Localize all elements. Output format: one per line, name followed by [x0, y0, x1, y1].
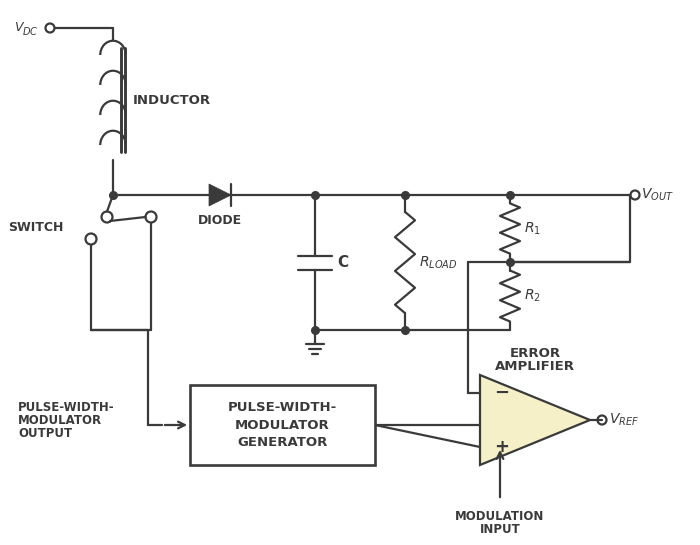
Text: INPUT: INPUT [480, 523, 520, 536]
FancyBboxPatch shape [190, 385, 375, 465]
Text: PULSE-WIDTH-: PULSE-WIDTH- [228, 401, 337, 414]
Text: $R_2$: $R_2$ [524, 288, 541, 304]
Text: DIODE: DIODE [198, 214, 242, 227]
Text: GENERATOR: GENERATOR [237, 436, 328, 449]
Text: AMPLIFIER: AMPLIFIER [495, 360, 575, 372]
Text: C: C [337, 255, 348, 270]
Text: MODULATION: MODULATION [455, 510, 545, 523]
Text: $V_{REF}$: $V_{REF}$ [609, 412, 639, 428]
Text: ERROR: ERROR [510, 347, 561, 360]
Text: $V$: $V$ [14, 21, 25, 34]
Text: MODULATOR: MODULATOR [235, 419, 330, 432]
Text: OUTPUT: OUTPUT [18, 427, 72, 439]
Text: SWITCH: SWITCH [8, 221, 64, 233]
Text: MODULATOR: MODULATOR [18, 414, 102, 427]
Text: $V_{OUT}$: $V_{OUT}$ [641, 187, 674, 203]
Text: PULSE-WIDTH-: PULSE-WIDTH- [18, 401, 115, 414]
Polygon shape [480, 375, 590, 465]
Text: $R_{LOAD}$: $R_{LOAD}$ [419, 255, 457, 271]
Text: −: − [494, 384, 510, 402]
Polygon shape [209, 184, 231, 206]
Text: $DC$: $DC$ [22, 25, 38, 37]
Text: INDUCTOR: INDUCTOR [133, 94, 211, 106]
Text: $R_1$: $R_1$ [524, 220, 541, 237]
Text: +: + [494, 438, 510, 456]
